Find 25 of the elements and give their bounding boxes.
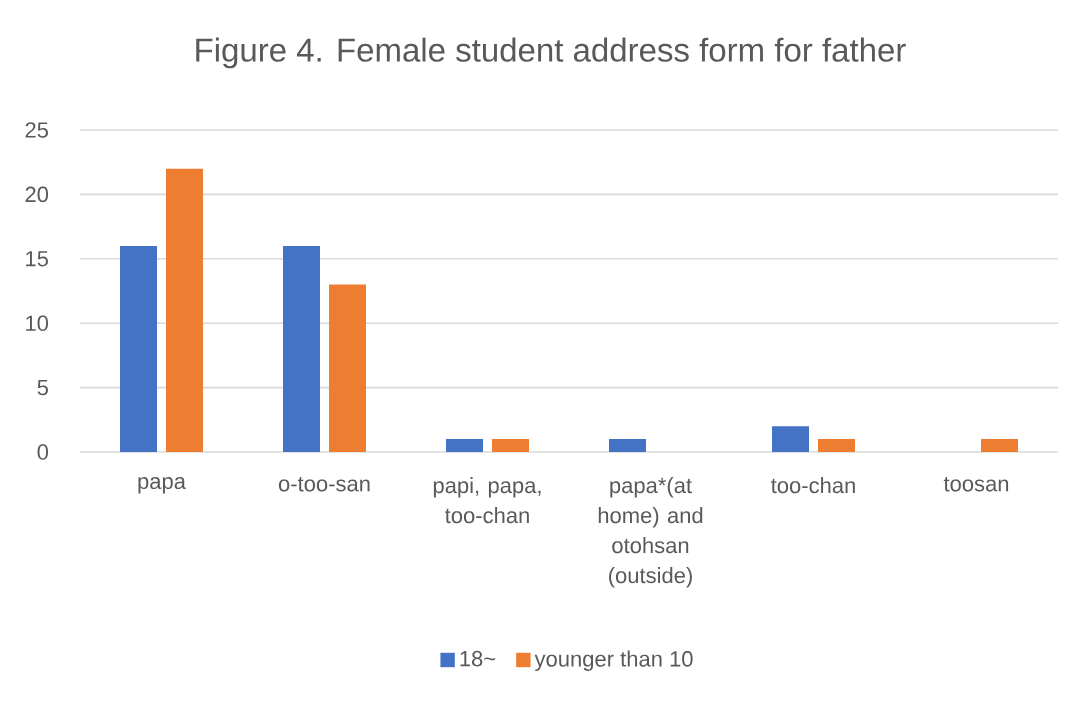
bar [818,439,855,452]
legend-label: younger than 10 [534,650,693,672]
y-tick-label: 25 [25,122,48,138]
x-tick-label: too-chan [771,477,855,494]
chart-title: Figure 4. Female student address form for father [196,37,906,69]
y-tick-label: 0 [37,444,49,460]
bar [609,439,646,452]
bar [166,168,203,452]
x-tick-label: papa [138,477,186,494]
legend-label: 18~ [460,650,496,667]
x-tick-label: toosan [943,477,1009,492]
y-tick-label: 15 [26,251,48,267]
bar [446,439,483,452]
x-tick-label: papa*(at home) and otohsan (outside) [598,477,703,588]
bar [772,426,809,452]
bar [981,439,1018,452]
x-tick-label: papi, papa, too-chan [433,477,541,524]
bar [329,284,366,452]
bar [120,245,157,452]
y-tick-label: 10 [26,315,49,331]
y-tick-label: 20 [25,186,49,203]
x-tick-label: o-too-san [278,477,370,492]
bar [283,245,320,452]
y-tick-label: 5 [37,379,48,396]
bar [492,439,529,452]
